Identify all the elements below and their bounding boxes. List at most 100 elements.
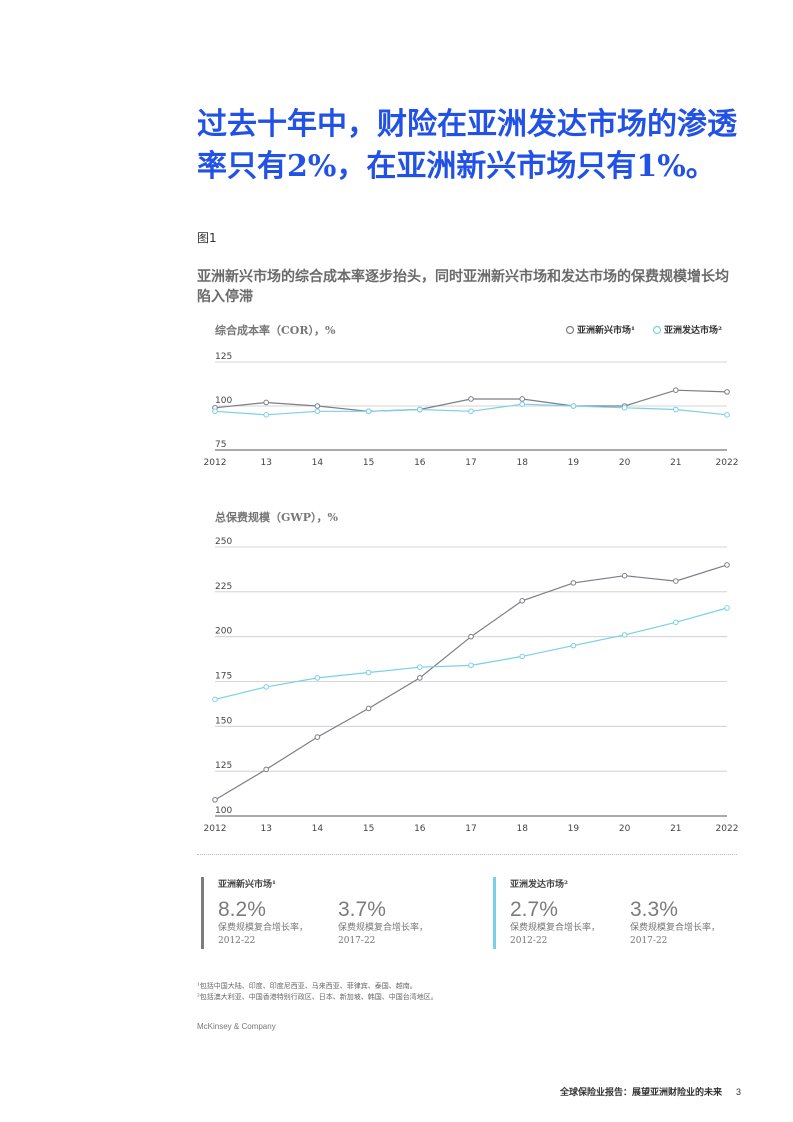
gwp-x-tick: 2012 bbox=[204, 824, 227, 834]
gwp-point bbox=[724, 562, 730, 568]
stat-desc: 保费规模复合增长率， bbox=[218, 923, 309, 933]
cor-point bbox=[468, 396, 474, 402]
gwp-y-tick: 200 bbox=[215, 627, 232, 637]
stat-desc: 保费规模复合增长率， bbox=[630, 923, 721, 933]
stat-value: 3.3% bbox=[630, 898, 678, 921]
page-number: 3 bbox=[735, 1087, 741, 1097]
footnote-1: ¹包括中国大陆、印度、印度尼西亚、马来西亚、菲律宾、泰国、越南。 bbox=[197, 982, 417, 990]
gwp-chart: 总保费规模（GWP），% 250 225 200 175 150 125 100 2012 13 1… bbox=[204, 510, 739, 834]
cor-x-tick: 16 bbox=[414, 458, 426, 468]
gwp-point bbox=[468, 633, 474, 640]
cor-point bbox=[519, 401, 526, 408]
cor-x-tick: 17 bbox=[465, 458, 476, 468]
cor-point bbox=[673, 406, 679, 413]
gwp-y-tick: 150 bbox=[215, 716, 232, 726]
gwp-x-tick: 20 bbox=[619, 824, 631, 834]
cor-x-tick: 2022 bbox=[716, 458, 739, 468]
cor-point bbox=[212, 408, 218, 415]
cor-x-tick: 18 bbox=[516, 458, 528, 468]
gwp-point bbox=[724, 605, 730, 611]
chart-subtitle: 亚洲新兴市场的综合成本率逐步抬头，同时亚洲新兴市场和发达市场的保费规模增长均陷入… bbox=[197, 269, 729, 305]
cor-y-tick: 125 bbox=[215, 352, 232, 362]
cor-point bbox=[314, 408, 321, 415]
gwp-point bbox=[621, 572, 628, 579]
cor-axis-title: 综合成本率（COR），% bbox=[215, 323, 336, 337]
gwp-point bbox=[263, 684, 270, 690]
gwp-point bbox=[212, 696, 218, 703]
stat-period: 2017-22 bbox=[338, 936, 376, 946]
cor-point bbox=[621, 404, 628, 411]
gwp-point bbox=[365, 705, 372, 712]
brand-logo-text: McKinsey & Company bbox=[197, 1022, 276, 1031]
cor-point bbox=[468, 408, 474, 415]
gwp-x-tick: 18 bbox=[516, 824, 528, 834]
gwp-point bbox=[468, 662, 474, 669]
stats-developed: 亚洲发达市场² 2.7% 保费规模复合增长率， 2012-22 3.3% 保费规… bbox=[493, 877, 750, 949]
gwp-point bbox=[314, 675, 321, 681]
cor-point bbox=[417, 406, 423, 413]
cor-x-tick: 13 bbox=[260, 458, 271, 468]
cor-legend-marker bbox=[565, 325, 575, 335]
cor-point bbox=[724, 412, 730, 418]
stat-item: 3.3% 保费规模复合增长率， 2017-22 bbox=[630, 898, 750, 948]
stats-emerging-heading: 亚洲新兴市场¹ bbox=[218, 880, 276, 890]
cor-legend-label: 亚洲发达市场² bbox=[664, 324, 722, 336]
cor-x-tick: 20 bbox=[619, 458, 631, 468]
stat-period: 2012-22 bbox=[218, 936, 256, 946]
gwp-series-line-1 bbox=[214, 607, 728, 700]
cor-x-tick: 15 bbox=[363, 458, 374, 468]
stats-developed-heading: 亚洲发达市场² bbox=[510, 880, 568, 890]
cor-x-tick: 21 bbox=[670, 458, 681, 468]
gwp-x-tick: 13 bbox=[260, 824, 271, 834]
gwp-x-tick: 14 bbox=[312, 824, 324, 834]
cor-x-tick: 2012 bbox=[204, 458, 227, 468]
gwp-x-tick: 16 bbox=[414, 824, 426, 834]
stat-desc: 保费规模复合增长率， bbox=[510, 923, 601, 933]
page-footer: 全球保险业报告：展望亚洲财险业的未来 3 bbox=[560, 1085, 741, 1098]
cor-x-tick: 14 bbox=[312, 458, 324, 468]
gwp-axis-title: 总保费规模（GWP），% bbox=[215, 510, 339, 524]
stat-item: 8.2% 保费规模复合增长率， 2012-22 bbox=[218, 898, 338, 948]
stat-value: 3.7% bbox=[338, 898, 386, 921]
gwp-point bbox=[570, 580, 577, 586]
cor-x-tick: 19 bbox=[568, 458, 580, 468]
cor-y-tick: 100 bbox=[215, 396, 232, 406]
gwp-x-tick: 21 bbox=[670, 824, 681, 834]
gwp-y-tick: 100 bbox=[215, 806, 232, 816]
gwp-point bbox=[212, 797, 218, 803]
gwp-point bbox=[417, 664, 423, 670]
cor-chart: 综合成本率（COR），% 125 100 75 2012 13 14 15 16 17 18 19 20… bbox=[204, 323, 739, 468]
charts-canvas: 综合成本率（COR），% 125 100 75 2012 13 14 15 16 17 18 19 20… bbox=[204, 323, 739, 834]
cor-point bbox=[519, 396, 526, 402]
gwp-point bbox=[263, 766, 270, 773]
gwp-x-tick: 19 bbox=[568, 824, 580, 834]
cor-point bbox=[570, 403, 577, 409]
gwp-x-tick: 2022 bbox=[716, 824, 739, 834]
stat-period: 2017-22 bbox=[630, 936, 668, 946]
cor-legend-marker bbox=[652, 325, 662, 335]
footnotes: ¹包括中国大陆、印度、印度尼西亚、马来西亚、菲律宾、泰国、越南。 ²包括澳大利亚… bbox=[197, 981, 438, 1003]
gwp-point bbox=[673, 578, 679, 584]
gwp-y-tick: 175 bbox=[215, 672, 232, 682]
figure-label: 图1 bbox=[197, 231, 217, 245]
gwp-x-tick: 15 bbox=[363, 824, 374, 834]
cor-point bbox=[673, 387, 679, 393]
cor-point bbox=[263, 399, 270, 406]
gwp-point bbox=[417, 675, 423, 681]
stat-period: 2012-22 bbox=[510, 936, 548, 946]
gwp-y-tick: 225 bbox=[215, 582, 232, 592]
headline: 过去十年中，财险在亚洲发达市场的渗透率只有2%，在亚洲新兴市场只有1%。 bbox=[197, 107, 737, 184]
stat-desc: 保费规模复合增长率， bbox=[338, 923, 429, 933]
stat-item: 3.7% 保费规模复合增长率， 2017-22 bbox=[338, 898, 458, 948]
gwp-point bbox=[570, 642, 577, 649]
stats-emerging: 亚洲新兴市场¹ 8.2% 保费规模复合增长率， 2012-22 3.7% 保费规… bbox=[201, 877, 458, 949]
stat-item: 2.7% 保费规模复合增长率， 2012-22 bbox=[510, 898, 630, 948]
cor-y-tick: 75 bbox=[215, 440, 226, 450]
cor-point bbox=[724, 389, 730, 395]
gwp-y-tick: 125 bbox=[215, 761, 232, 771]
stat-value: 2.7% bbox=[510, 898, 558, 921]
gwp-point bbox=[314, 734, 321, 740]
gwp-point bbox=[519, 598, 526, 604]
gwp-point bbox=[519, 653, 526, 660]
cor-legend-label: 亚洲新兴市场¹ bbox=[577, 324, 635, 336]
